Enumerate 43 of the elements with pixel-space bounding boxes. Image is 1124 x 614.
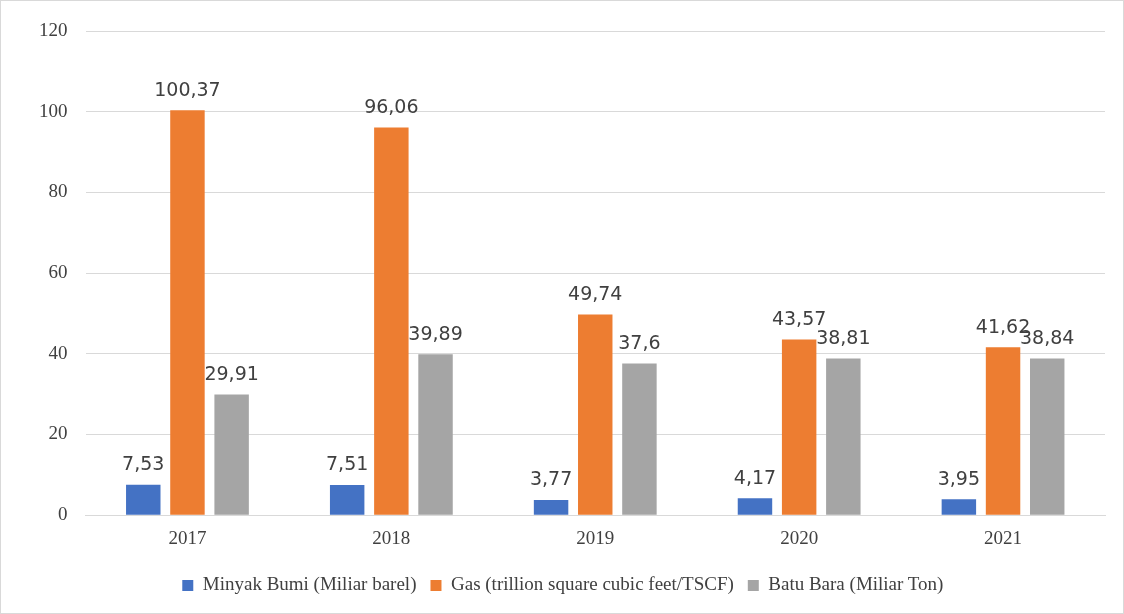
data-label: 3,95 <box>937 466 981 489</box>
bar <box>781 339 817 515</box>
legend-label: Minyak Bumi (Miliar barel) <box>202 573 417 596</box>
data-label: 43,57 <box>771 306 827 329</box>
y-tick-label: 120 <box>39 18 68 40</box>
data-label: 7,53 <box>122 452 165 475</box>
y-tick-label: 100 <box>39 99 68 121</box>
bar <box>737 498 773 515</box>
data-label: 3,77 <box>529 467 573 490</box>
legend-label: Gas (trillion square cubic feet/TSCF) <box>450 573 734 596</box>
data-label: 7,51 <box>326 452 369 475</box>
data-label: 37,6 <box>618 330 661 353</box>
data-label: 38,81 <box>816 326 871 349</box>
data-label: 96,06 <box>364 95 419 118</box>
x-tick-label: 2021 <box>984 526 1023 548</box>
y-tick-label: 80 <box>48 180 68 202</box>
bar <box>578 314 613 515</box>
y-tick-label: 0 <box>58 503 68 525</box>
bar <box>329 484 365 515</box>
data-label: 49,74 <box>568 281 623 304</box>
bar <box>418 354 453 515</box>
bar <box>622 363 657 515</box>
legend-label: Batu Bara (Miliar Ton) <box>768 573 944 596</box>
y-tick-label: 40 <box>48 341 68 363</box>
data-label: 39,89 <box>408 321 463 344</box>
y-tick-label: 20 <box>48 422 68 444</box>
bar <box>170 110 205 515</box>
x-tick-label: 2020 <box>780 526 819 548</box>
bar <box>214 394 249 515</box>
bar <box>126 484 161 515</box>
x-tick-label: 2017 <box>168 526 207 548</box>
data-label: 100,37 <box>154 77 221 100</box>
x-tick-label: 2019 <box>576 526 615 548</box>
data-label: 4,17 <box>733 465 777 488</box>
bar <box>826 358 861 515</box>
bar <box>374 127 409 515</box>
data-label: 29,91 <box>204 361 259 384</box>
x-tick-label: 2018 <box>372 526 411 548</box>
bar <box>941 499 977 515</box>
bar <box>985 347 1021 515</box>
bar <box>1030 358 1065 515</box>
bar <box>533 499 569 515</box>
y-tick-label: 60 <box>48 261 68 283</box>
